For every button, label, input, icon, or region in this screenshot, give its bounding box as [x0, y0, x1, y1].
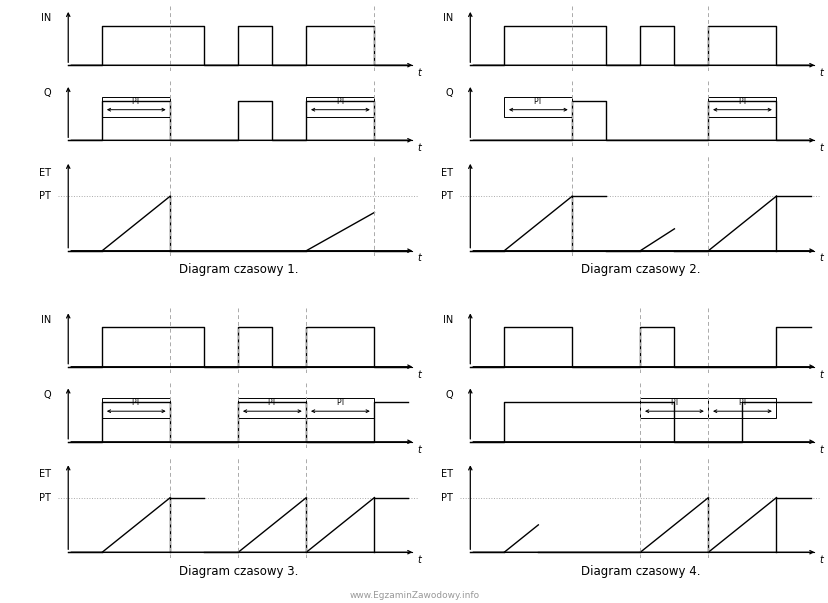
Text: t: t [818, 253, 822, 264]
Text: PT: PT [335, 96, 344, 106]
Text: t: t [818, 555, 822, 565]
Text: PT: PT [440, 191, 453, 201]
Text: PT: PT [737, 398, 746, 407]
Text: Diagram czasowy 2.: Diagram czasowy 2. [580, 264, 700, 276]
Text: www.EgzaminZawodowy.info: www.EgzaminZawodowy.info [349, 591, 479, 600]
Text: Q: Q [44, 88, 51, 98]
Text: PT: PT [440, 493, 453, 502]
Text: t: t [818, 445, 822, 455]
Text: PT: PT [737, 96, 746, 106]
Text: Diagram czasowy 4.: Diagram czasowy 4. [580, 565, 700, 578]
Text: PT: PT [533, 96, 542, 106]
Text: t: t [416, 370, 421, 380]
Text: t: t [416, 253, 421, 264]
Text: t: t [818, 370, 822, 380]
Text: PT: PT [39, 191, 51, 201]
Text: PT: PT [39, 493, 51, 502]
Text: Diagram czasowy 1.: Diagram czasowy 1. [178, 264, 298, 276]
Text: PT: PT [267, 398, 277, 407]
Text: PT: PT [132, 96, 141, 106]
Text: IN: IN [442, 13, 453, 23]
Text: t: t [416, 144, 421, 153]
Text: ET: ET [39, 168, 51, 177]
Text: PT: PT [132, 398, 141, 407]
Text: PT: PT [335, 398, 344, 407]
Text: PT: PT [669, 398, 678, 407]
Text: t: t [416, 68, 421, 78]
Text: ET: ET [39, 469, 51, 479]
Text: t: t [416, 555, 421, 565]
Text: t: t [818, 144, 822, 153]
Text: IN: IN [442, 315, 453, 324]
Text: t: t [818, 68, 822, 78]
Text: ET: ET [440, 168, 453, 177]
Text: Q: Q [445, 88, 453, 98]
Text: ET: ET [440, 469, 453, 479]
Text: Q: Q [44, 390, 51, 400]
Text: IN: IN [41, 13, 51, 23]
Text: IN: IN [41, 315, 51, 324]
Text: Diagram czasowy 3.: Diagram czasowy 3. [179, 565, 297, 578]
Text: t: t [416, 445, 421, 455]
Text: Q: Q [445, 390, 453, 400]
